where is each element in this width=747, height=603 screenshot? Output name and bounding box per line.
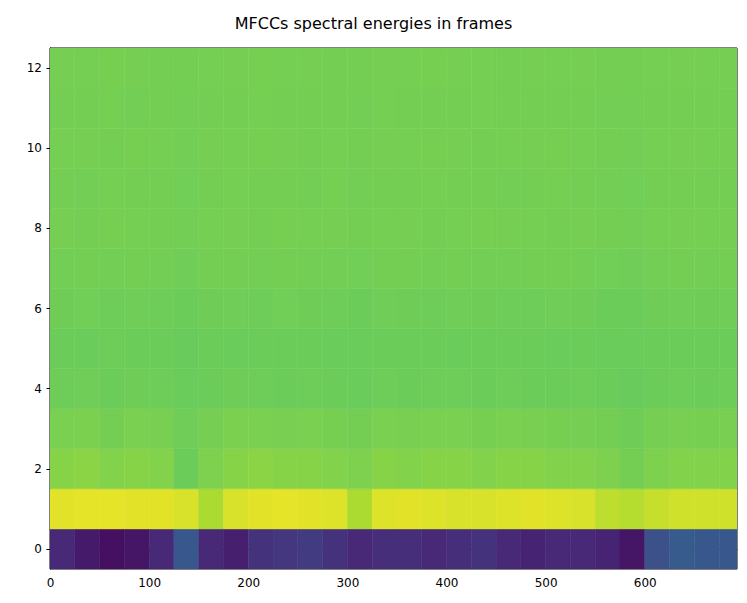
svg-text:12: 12 [27,61,42,75]
svg-text:0: 0 [34,542,42,556]
svg-text:600: 600 [634,576,657,590]
svg-text:6: 6 [34,302,42,316]
svg-text:0: 0 [47,576,55,590]
svg-text:2: 2 [34,462,42,476]
svg-text:300: 300 [336,576,359,590]
svg-text:4: 4 [34,382,42,396]
svg-text:500: 500 [535,576,558,590]
svg-text:100: 100 [138,576,161,590]
svg-text:MFCCs spectral energies in fra: MFCCs spectral energies in frames [235,14,513,33]
svg-text:8: 8 [34,221,42,235]
svg-text:400: 400 [436,576,459,590]
svg-text:200: 200 [237,576,260,590]
svg-text:10: 10 [27,141,42,155]
